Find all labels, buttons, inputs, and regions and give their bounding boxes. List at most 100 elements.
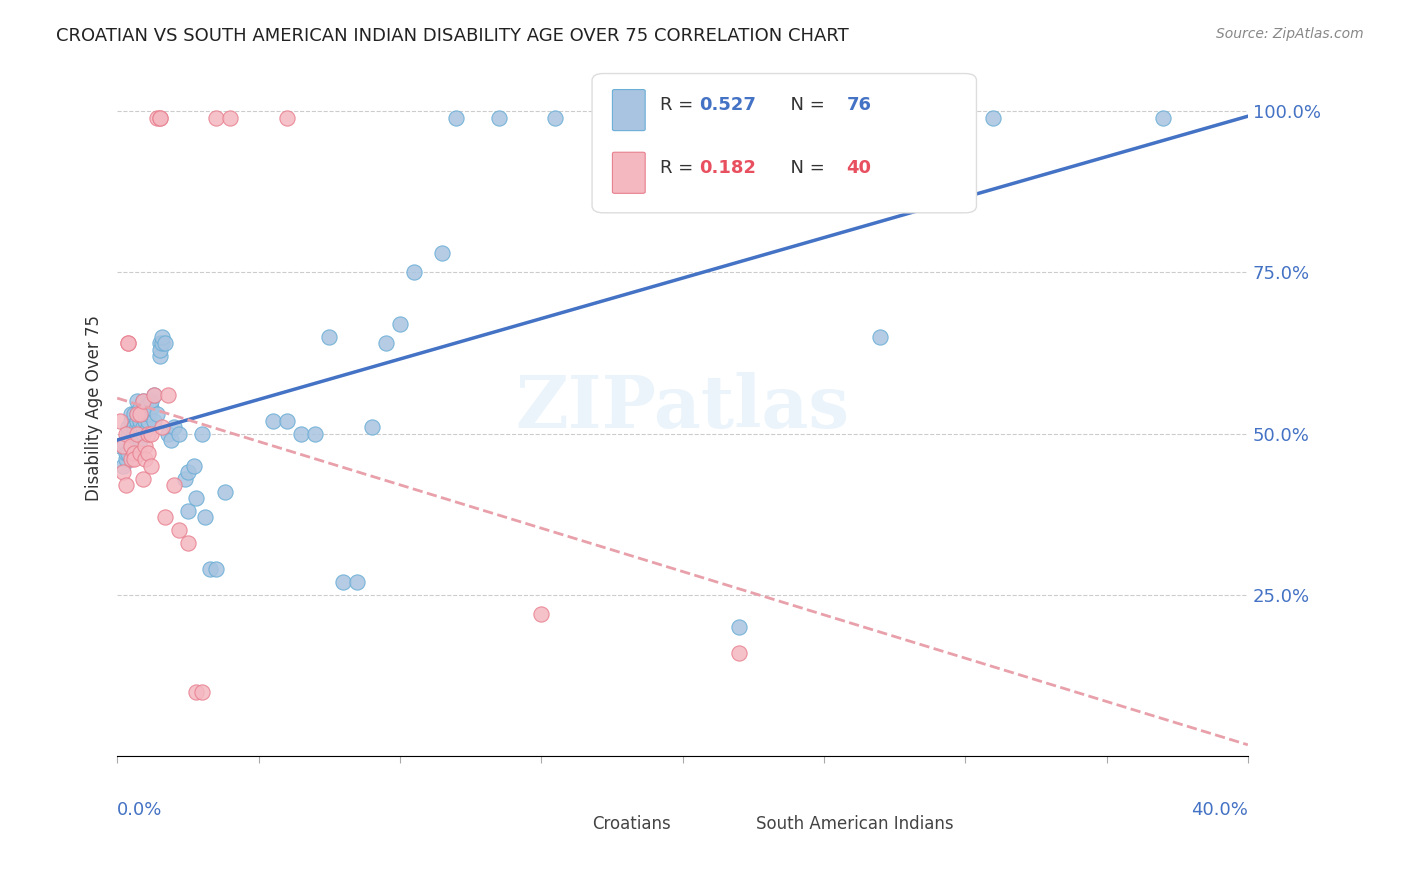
Point [131,394,153,409]
Point [120,452,142,467]
Point [117,420,139,434]
Point [131,394,153,409]
Point [131,472,153,486]
Point [163,478,186,492]
Point [149,349,172,363]
Point [139,401,162,415]
Point [318,330,340,344]
Point [149,111,172,125]
Point [125,407,148,421]
Point [169,524,191,538]
Point [983,111,1005,125]
Point [128,414,150,428]
Point [120,414,142,428]
Point [160,433,183,447]
Point [152,336,174,351]
Point [120,433,142,447]
Point [122,420,145,434]
Point [136,407,159,421]
Point [149,336,172,351]
Point [174,472,197,486]
Point [214,484,236,499]
Point [131,426,153,441]
Point [544,111,567,125]
Point [205,562,228,576]
Point [117,336,139,351]
Point [374,336,396,351]
Point [125,394,148,409]
Point [128,420,150,434]
Point [145,407,167,421]
Text: Croatians: Croatians [592,815,671,833]
Text: 40: 40 [846,159,872,177]
Point [139,458,162,473]
Point [136,426,159,441]
Point [157,388,180,402]
Bar [723,797,751,824]
Text: ZIPatlas: ZIPatlas [516,372,849,443]
Point [134,414,156,428]
Point [388,317,411,331]
Text: 76: 76 [846,95,872,114]
Point [728,646,751,660]
Point [122,407,145,421]
Point [332,574,354,589]
Point [360,420,382,434]
Point [134,440,156,454]
Point [155,336,177,351]
Point [304,426,326,441]
Point [152,330,174,344]
Text: 40.0%: 40.0% [1191,801,1249,819]
Point [728,620,751,634]
Point [177,536,200,550]
Point [111,465,134,479]
Point [402,265,425,279]
Point [128,407,150,421]
Point [183,458,205,473]
Point [122,452,145,467]
Point [134,452,156,467]
Point [276,414,298,428]
Point [152,420,174,434]
Text: N =: N = [779,159,830,177]
Point [488,111,510,125]
Point [128,433,150,447]
Point [108,414,131,428]
Point [205,111,228,125]
Point [111,458,134,473]
Point [194,510,217,524]
Point [869,330,891,344]
Text: 0.182: 0.182 [699,159,756,177]
Point [157,426,180,441]
Point [111,440,134,454]
Point [432,246,454,260]
Point [114,478,136,492]
Point [117,446,139,460]
Point [125,426,148,441]
Point [200,562,222,576]
Text: 0.527: 0.527 [699,95,756,114]
Point [169,426,191,441]
Y-axis label: Disability Age Over 75: Disability Age Over 75 [86,315,103,500]
Point [177,504,200,518]
Point [139,394,162,409]
Point [149,111,172,125]
Point [262,414,284,428]
Point [219,111,242,125]
Text: CROATIAN VS SOUTH AMERICAN INDIAN DISABILITY AGE OVER 75 CORRELATION CHART: CROATIAN VS SOUTH AMERICAN INDIAN DISABI… [56,27,849,45]
Point [120,440,142,454]
Point [122,426,145,441]
Point [191,426,214,441]
Text: South American Indians: South American Indians [756,815,953,833]
Point [186,491,208,505]
FancyBboxPatch shape [613,153,645,194]
Point [290,426,312,441]
Point [117,426,139,441]
Point [145,111,167,125]
Text: 0.0%: 0.0% [117,801,163,819]
Point [191,684,214,698]
Point [125,407,148,421]
Text: N =: N = [779,95,830,114]
Point [600,111,623,125]
Point [142,388,165,402]
